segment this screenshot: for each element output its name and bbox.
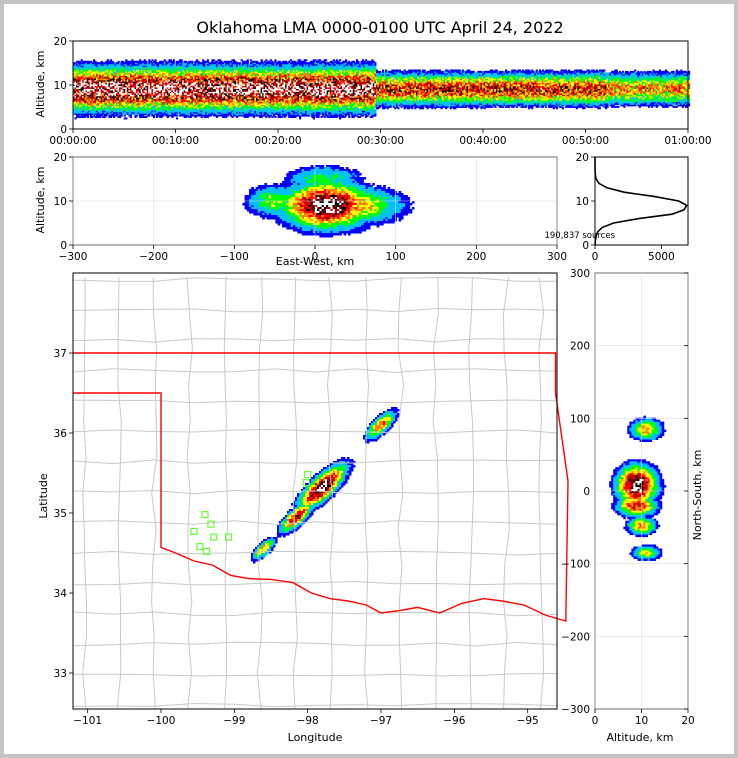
map-xtick-6: −95 (517, 715, 539, 727)
time-panel-xtick-6: 01:00:00 (664, 135, 711, 147)
ew-panel-xlabel: East-West, km (276, 255, 354, 268)
map-xtick-3: −98 (297, 715, 319, 727)
axes-layer: 00:00:00 00:10:00 00:20:00 00:30:00 00:40:00… (49, 36, 711, 727)
ns-panel-ylabel: North-South, km (691, 450, 704, 541)
ns-panel-xtick-1: 10 (635, 715, 648, 727)
histogram-ytick-0: 0 (582, 240, 589, 252)
map-ytick-3: 36 (54, 428, 68, 440)
histogram-axes: 0 5000 0 10 20 (576, 152, 689, 263)
lma-station-5 (210, 533, 218, 541)
ew-panel-xtick-0: −300 (59, 251, 88, 263)
time-panel-ytick-0: 0 (60, 124, 67, 136)
ns-panel-ytick-3: 0 (583, 486, 590, 498)
histogram-ytick-2: 20 (576, 152, 589, 164)
ew-panel-xtick-5: 200 (466, 251, 486, 263)
lma-station-0 (304, 471, 312, 479)
ew-panel-xtick-3: 0 (312, 251, 319, 263)
map-xtick-1: −100 (147, 715, 176, 727)
histogram-annotation: 190,837 sources (544, 231, 615, 241)
ew-panel-axes: −300 −200 −100 0 100 200 300 0 10 20 (54, 152, 567, 263)
ew-panel-ytick-0: 0 (60, 240, 67, 252)
ew-panel-ylabel: Altitude, km (34, 166, 47, 233)
histogram-xtick-0: 0 (592, 251, 599, 263)
ns-panel-ytick-4: 100 (570, 413, 590, 425)
ns-panel-ytick-6: 300 (570, 268, 590, 280)
lma-station-7 (196, 542, 204, 551)
figure-title: Oklahoma LMA 0000-0100 UTC April 24, 202… (196, 18, 563, 37)
lma-station-4 (190, 527, 198, 536)
ew-height-density (242, 165, 415, 238)
county-lines (72, 276, 558, 710)
map-layer (72, 276, 569, 710)
map-xtick-4: −97 (370, 715, 392, 727)
lma-figure: Oklahoma LMA 0000-0100 UTC April 24, 202… (34, 18, 712, 744)
ew-panel-xtick-4: 100 (386, 251, 406, 263)
time-panel-xtick-0: 00:00:00 (49, 135, 96, 147)
ns-panel-xtick-2: 20 (681, 715, 694, 727)
time-panel-xtick-1: 00:10:00 (152, 135, 199, 147)
map-ytick-2: 35 (54, 508, 67, 520)
map-axes: −101 −100 −99 −98 −97 −96 −95 33 34 35 36 37 (54, 272, 558, 727)
map-ylabel: Latitude (37, 473, 50, 519)
ns-panel-ytick-0: −300 (561, 704, 590, 716)
ew-panel-ytick-1: 10 (54, 196, 67, 208)
time-panel-xtick-4: 00:40:00 (459, 135, 506, 147)
time-panel-xtick-5: 00:50:00 (562, 135, 609, 147)
ns-panel-ytick-5: 200 (570, 341, 590, 353)
time-panel-ytick-1: 10 (54, 80, 67, 92)
map-xlabel: Longitude (288, 731, 343, 744)
plan-view-density (251, 407, 400, 564)
ew-panel-xtick-1: −200 (139, 251, 168, 263)
map-xtick-2: −99 (223, 715, 245, 727)
ns-panel-ytick-2: −100 (561, 559, 590, 571)
lma-station-6 (224, 533, 233, 541)
lma-station-1 (302, 479, 310, 487)
lma-station-3 (207, 520, 215, 528)
ns-panel-xlabel: Altitude, km (606, 731, 673, 744)
map-ytick-4: 37 (54, 348, 67, 360)
density-layer (73, 59, 691, 564)
histogram-ytick-1: 10 (576, 196, 589, 208)
time-panel-xtick-3: 00:30:00 (357, 135, 404, 147)
time-height-density (73, 59, 691, 120)
time-panel-xtick-2: 00:20:00 (254, 135, 301, 147)
ew-panel-xtick-6: 300 (547, 251, 567, 263)
ew-panel-ytick-2: 20 (54, 152, 67, 164)
map-ytick-0: 33 (54, 668, 67, 680)
map-ytick-1: 34 (54, 588, 68, 600)
ns-height-density (609, 415, 667, 561)
ns-panel-ytick-1: −200 (561, 631, 590, 643)
figure-frame: Oklahoma LMA 0000-0100 UTC April 24, 202… (4, 4, 734, 754)
lma-station-2 (201, 511, 209, 519)
time-panel-ytick-2: 20 (54, 36, 67, 48)
lma-station-8 (202, 547, 211, 556)
map-frame (72, 272, 558, 710)
time-panel-axes: 00:00:00 00:10:00 00:20:00 00:30:00 00:40:00… (49, 36, 711, 147)
map-xtick-5: −96 (443, 715, 465, 727)
ns-panel-xtick-0: 0 (592, 715, 599, 727)
ew-panel-xtick-2: −100 (220, 251, 249, 263)
histogram-xtick-1: 5000 (648, 251, 675, 263)
time-panel-ylabel: Altitude, km (34, 50, 47, 117)
ns-panel-axes: 0 10 20 −300 −200 −100 0 100 200 300 (561, 268, 695, 727)
map-xtick-0: −101 (73, 715, 102, 727)
oklahoma-border (73, 352, 569, 622)
